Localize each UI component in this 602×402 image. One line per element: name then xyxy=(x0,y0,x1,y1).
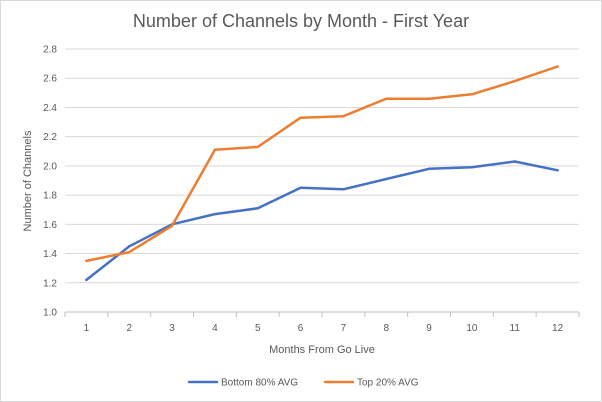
y-tick-label: 1.0 xyxy=(43,308,57,319)
data-point xyxy=(128,245,131,248)
gridlines xyxy=(65,48,579,313)
y-tick-label: 1.6 xyxy=(43,220,57,231)
data-point xyxy=(299,116,302,119)
legend-label: Bottom 80% AVG xyxy=(221,378,298,389)
x-tick-label: 3 xyxy=(169,323,175,334)
legend-label: Top 20% AVG xyxy=(357,378,419,389)
x-tick-label: 6 xyxy=(298,323,304,334)
y-axis-ticks: 1.0 1.2 1.4 1.6 1.8 2.0 2.2 2.4 2.6 2.8 xyxy=(43,45,57,319)
series-lines xyxy=(85,65,559,282)
data-point xyxy=(342,188,345,191)
x-tick-label: 5 xyxy=(255,323,261,334)
x-axis-ticks: 1 2 3 4 5 6 7 8 9 10 11 12 xyxy=(64,312,580,334)
data-point xyxy=(385,177,388,181)
data-point xyxy=(513,79,516,83)
y-tick-label: 2.0 xyxy=(43,161,57,172)
data-point xyxy=(256,145,259,149)
y-tick-label: 2.4 xyxy=(43,103,57,114)
data-point xyxy=(342,115,345,118)
data-point xyxy=(85,278,88,282)
data-point xyxy=(85,259,88,263)
y-tick-label: 1.4 xyxy=(43,249,57,260)
data-point xyxy=(170,224,174,227)
y-tick-label: 2.8 xyxy=(43,45,57,56)
data-point xyxy=(513,160,516,163)
data-point xyxy=(213,148,217,152)
x-tick-label: 9 xyxy=(426,323,432,334)
data-point xyxy=(385,97,388,100)
data-point xyxy=(213,212,217,216)
x-tick-label: 1 xyxy=(84,323,90,334)
data-point xyxy=(128,250,131,254)
data-point xyxy=(470,93,474,96)
x-axis-title: Months From Go Live xyxy=(269,344,375,356)
y-tick-label: 1.2 xyxy=(43,278,57,289)
chart-title: Number of Channels by Month - First Year xyxy=(133,11,469,31)
x-tick-label: 10 xyxy=(466,323,478,334)
data-point xyxy=(427,97,431,100)
data-point xyxy=(470,166,474,169)
data-point xyxy=(427,167,431,171)
y-tick-label: 2.6 xyxy=(43,74,57,85)
data-point xyxy=(299,186,302,190)
x-tick-label: 8 xyxy=(383,323,389,334)
x-tick-label: 12 xyxy=(552,323,564,334)
x-tick-label: 11 xyxy=(510,323,521,334)
legend: Bottom 80% AVG Top 20% AVG xyxy=(187,378,419,389)
data-point xyxy=(256,207,259,210)
x-tick-label: 7 xyxy=(341,323,347,334)
y-tick-label: 2.2 xyxy=(43,132,57,143)
series-line-1 xyxy=(85,65,559,263)
data-point xyxy=(556,65,559,68)
y-axis-title: Number of Channels xyxy=(22,130,34,231)
data-point xyxy=(556,169,559,172)
series-line-0 xyxy=(85,160,559,282)
y-tick-label: 1.8 xyxy=(43,191,57,202)
x-tick-label: 4 xyxy=(212,323,218,334)
x-tick-label: 2 xyxy=(126,323,132,334)
